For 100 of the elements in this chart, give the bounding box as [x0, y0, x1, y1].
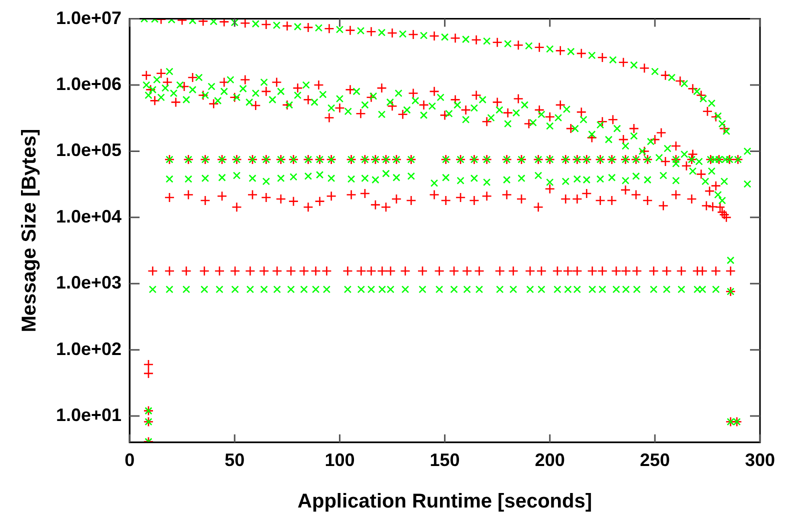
point — [630, 190, 642, 200]
point — [166, 286, 174, 294]
point — [367, 286, 376, 294]
point — [587, 266, 598, 276]
point — [429, 30, 440, 42]
point — [290, 173, 298, 181]
point — [230, 18, 238, 26]
point — [434, 266, 444, 276]
point — [516, 194, 527, 204]
point — [148, 286, 157, 294]
point — [322, 286, 331, 294]
x-tick-label: 100 — [324, 450, 355, 470]
point — [304, 172, 312, 180]
point — [314, 196, 325, 206]
point — [524, 266, 536, 276]
point — [298, 266, 310, 276]
point — [456, 176, 464, 184]
point — [462, 35, 470, 44]
point — [620, 266, 632, 276]
point — [560, 194, 571, 204]
point — [562, 178, 570, 186]
point — [356, 26, 365, 35]
point — [608, 174, 616, 182]
x-tick-label: 50 — [224, 450, 245, 470]
point — [448, 266, 460, 276]
point — [420, 32, 428, 40]
point — [245, 266, 256, 276]
point — [214, 266, 225, 276]
point — [555, 46, 566, 56]
point — [360, 188, 370, 199]
point — [327, 174, 336, 182]
point — [322, 266, 332, 276]
point — [200, 286, 208, 294]
point — [660, 172, 668, 180]
point — [573, 175, 582, 183]
point — [198, 18, 208, 26]
point — [622, 286, 630, 294]
point — [572, 194, 582, 204]
point — [406, 195, 416, 206]
point — [378, 286, 386, 294]
point — [252, 20, 260, 28]
point — [650, 286, 658, 294]
point — [218, 174, 226, 182]
y-tick-label: 1.0e+06 — [56, 74, 122, 94]
point — [303, 202, 314, 212]
point — [326, 190, 336, 202]
y-tick-label: 1.0e+02 — [56, 338, 122, 359]
point — [714, 112, 722, 120]
point — [710, 112, 722, 122]
point — [525, 42, 533, 50]
point — [370, 200, 381, 210]
point — [644, 176, 652, 184]
point — [387, 28, 398, 38]
point — [201, 174, 210, 182]
point — [287, 286, 295, 294]
point — [633, 286, 641, 294]
point — [726, 256, 734, 264]
point — [166, 175, 174, 183]
point — [258, 266, 270, 276]
point — [662, 266, 672, 276]
y-tick-label: 1.0e+01 — [56, 405, 122, 426]
point — [261, 19, 272, 30]
point — [696, 90, 706, 100]
point — [316, 170, 324, 179]
point — [744, 180, 752, 188]
point — [697, 266, 708, 276]
point — [450, 286, 458, 294]
point — [492, 37, 502, 48]
point — [276, 194, 286, 204]
point — [588, 286, 596, 294]
point — [494, 266, 505, 276]
point — [288, 196, 299, 206]
point — [470, 174, 478, 182]
point — [462, 266, 472, 276]
point — [606, 195, 617, 206]
point — [722, 127, 730, 136]
point — [688, 84, 698, 94]
point — [164, 192, 175, 203]
point — [611, 266, 622, 276]
point — [502, 190, 512, 200]
point — [184, 175, 192, 183]
point — [620, 184, 631, 196]
point — [576, 48, 587, 59]
point — [366, 26, 376, 37]
point — [564, 286, 572, 294]
point — [300, 286, 308, 294]
point — [407, 172, 415, 180]
point — [386, 286, 394, 294]
point — [216, 190, 228, 202]
point — [630, 61, 638, 69]
point — [372, 176, 380, 184]
point — [181, 266, 192, 276]
point — [303, 22, 314, 33]
point — [573, 286, 582, 294]
point — [260, 286, 268, 294]
point — [199, 266, 210, 276]
point — [588, 52, 596, 60]
point — [282, 20, 292, 32]
point — [598, 286, 606, 294]
point — [247, 190, 258, 200]
